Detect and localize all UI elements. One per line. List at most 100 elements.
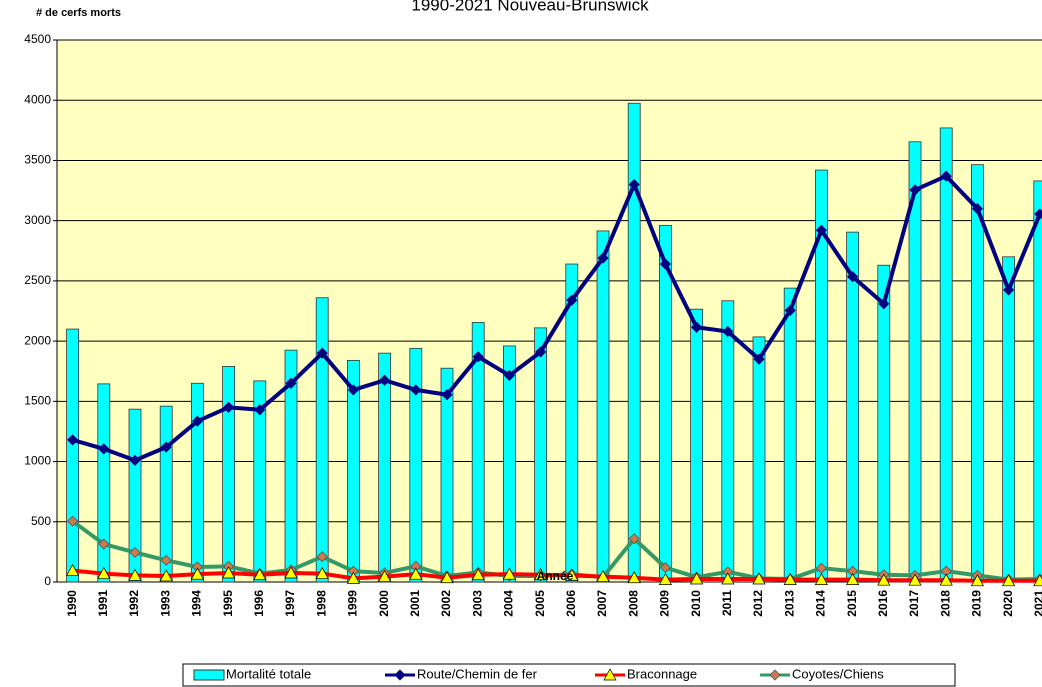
- marker: [128, 568, 142, 581]
- marker: [67, 515, 79, 527]
- bar: [1033, 180, 1042, 583]
- bar: [939, 127, 953, 583]
- bar: [315, 297, 329, 583]
- bar: [284, 349, 298, 583]
- y-axis-label: # de cerfs morts: [36, 7, 121, 19]
- bar: [502, 345, 516, 583]
- x-tick-label: 2002: [439, 590, 453, 617]
- legend: [182, 663, 956, 687]
- bar: [690, 308, 703, 583]
- marker: [316, 347, 328, 359]
- marker: [939, 573, 953, 586]
- bar: [846, 231, 859, 583]
- marker: [315, 566, 329, 579]
- y-tick-label: 1500: [24, 394, 51, 408]
- marker: [191, 415, 203, 427]
- x-tick-label: 1994: [190, 590, 204, 617]
- x-tick-label: 1995: [221, 590, 235, 617]
- marker: [472, 351, 484, 363]
- bar: [752, 336, 766, 583]
- marker: [940, 170, 952, 182]
- x-tick-label: 2010: [689, 590, 703, 617]
- x-tick-label: 2021: [1032, 590, 1042, 617]
- x-tick-label: 2007: [595, 590, 609, 617]
- line: [72, 568, 1040, 583]
- marker: [566, 294, 578, 306]
- marker: [627, 571, 641, 584]
- marker: [878, 298, 890, 310]
- x-tick-label: 1992: [127, 590, 141, 617]
- marker: [222, 566, 236, 579]
- bar: [1002, 256, 1015, 583]
- x-tick-label: 2017: [907, 590, 921, 617]
- marker: [783, 572, 797, 585]
- marker: [691, 321, 703, 333]
- x-tick-label: 2013: [782, 590, 796, 617]
- marker: [769, 669, 781, 681]
- marker: [970, 574, 984, 587]
- marker: [814, 572, 828, 585]
- marker: [502, 567, 516, 580]
- marker: [909, 184, 921, 196]
- plot-area: [57, 40, 1042, 582]
- chart-title: 1990-2021 Nouveau-Brunswick: [411, 0, 649, 14]
- marker: [97, 566, 111, 579]
- x-tick-label: 2020: [1001, 590, 1015, 617]
- x-tick-label: 2001: [408, 590, 422, 617]
- x-tick-label: 2000: [377, 590, 391, 617]
- y-tick-label: 1000: [24, 454, 51, 468]
- bar: [596, 230, 610, 583]
- marker: [254, 404, 266, 416]
- marker: [690, 572, 704, 585]
- marker: [316, 551, 328, 563]
- y-tick-label: 0: [44, 574, 51, 588]
- marker: [659, 561, 671, 574]
- marker: [628, 178, 640, 191]
- bar: [409, 347, 423, 583]
- marker: [98, 443, 110, 455]
- marker: [846, 572, 860, 585]
- marker: [1034, 208, 1042, 220]
- x-tick-label: 1997: [283, 590, 297, 617]
- bar: [222, 366, 236, 583]
- line: [72, 173, 1042, 463]
- marker: [160, 441, 172, 453]
- bar: [378, 352, 392, 583]
- marker: [347, 384, 359, 396]
- x-tick-label: 2018: [938, 590, 952, 617]
- marker: [753, 353, 765, 365]
- x-tick-label: 2006: [564, 590, 578, 617]
- x-tick-label: 2011: [720, 590, 734, 616]
- marker: [98, 538, 110, 550]
- bar: [627, 102, 641, 583]
- x-axis-label: Année: [537, 569, 574, 583]
- marker: [1002, 574, 1016, 587]
- marker: [658, 572, 672, 585]
- marker: [346, 571, 360, 584]
- bar: [97, 383, 111, 583]
- legend-swatch: [193, 669, 225, 681]
- bar: [659, 225, 672, 583]
- x-tick-label: 2012: [751, 590, 765, 617]
- legend-label: Braconnage: [627, 666, 697, 681]
- marker: [159, 569, 173, 582]
- bar: [66, 328, 79, 583]
- marker: [659, 258, 671, 270]
- marker: [129, 454, 141, 466]
- y-tick-label: 2000: [24, 333, 51, 347]
- marker: [440, 571, 454, 584]
- marker: [596, 569, 610, 582]
- legend-label: Mortalité totale: [226, 666, 311, 681]
- marker: [284, 566, 298, 579]
- marker: [67, 434, 79, 446]
- marker: [722, 325, 734, 338]
- marker: [721, 572, 735, 585]
- marker: [534, 568, 548, 581]
- bar: [471, 322, 485, 583]
- marker: [628, 533, 640, 545]
- x-tick-label: 1998: [314, 590, 328, 617]
- marker: [394, 669, 406, 681]
- marker: [971, 203, 983, 215]
